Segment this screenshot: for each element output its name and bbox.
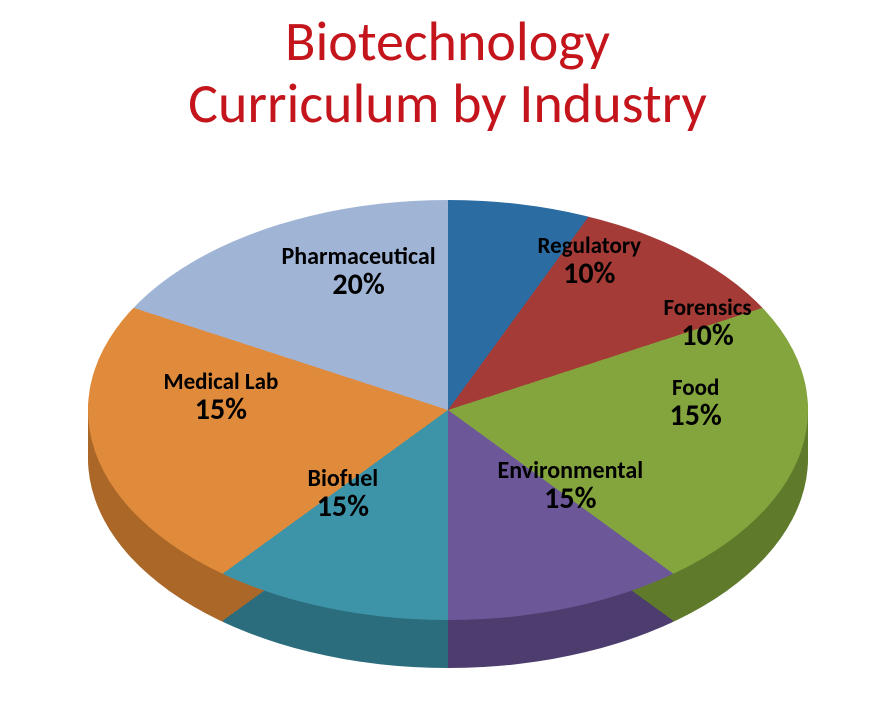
- slice-label-food: Food15%: [670, 376, 722, 432]
- title-line-1: Biotechnology: [285, 8, 610, 76]
- slice-label-forensics: Forensics10%: [664, 296, 752, 352]
- title-line-2: Curriculum by Industry: [188, 70, 707, 138]
- slice-value: 15%: [670, 400, 722, 432]
- slice-value: 15%: [498, 483, 644, 515]
- chart-title: Biotechnology Curriculum by Industry: [0, 0, 895, 135]
- slice-value: 15%: [164, 394, 279, 426]
- slice-label-pharmaceutical: Pharmaceutical20%: [282, 244, 436, 301]
- slice-label-medical-lab: Medical Lab15%: [164, 370, 279, 426]
- slice-label-regulatory: Regulatory10%: [538, 234, 642, 290]
- slice-value: 20%: [282, 269, 436, 301]
- slice-value: 10%: [664, 320, 752, 352]
- slice-label-environmental: Environmental15%: [498, 458, 644, 515]
- pie-chart: Regulatory10% Forensics10% Food15% Environm…: [0, 170, 895, 690]
- slice-value: 15%: [308, 491, 379, 523]
- slice-label-biofuel: Biofuel15%: [308, 466, 379, 523]
- slice-value: 10%: [538, 258, 642, 290]
